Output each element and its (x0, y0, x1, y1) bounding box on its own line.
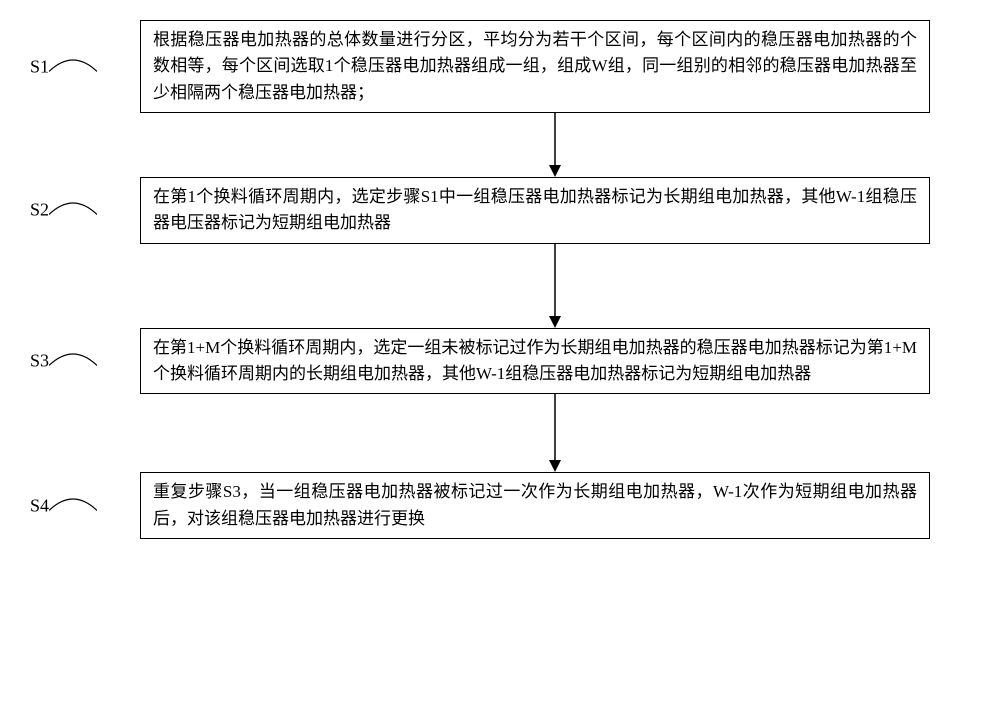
step-label-s3: S3 (30, 351, 49, 372)
step-label-s1: S1 (30, 56, 49, 77)
flow-step: S2 在第1个换料循环周期内，选定步骤S1中一组稳压器电加热器标记为长期组电加热… (30, 177, 970, 244)
flow-arrow (30, 394, 970, 472)
step-text: 重复步骤S3，当一组稳压器电加热器被标记过一次作为长期组电加热器，W-1次作为短… (153, 482, 917, 527)
connector-curve-icon (49, 495, 97, 525)
step-box-s4: 重复步骤S3，当一组稳压器电加热器被标记过一次作为长期组电加热器，W-1次作为短… (140, 472, 930, 539)
flow-step: S4 重复步骤S3，当一组稳压器电加热器被标记过一次作为长期组电加热器，W-1次… (30, 472, 970, 539)
step-text: 根据稳压器电加热器的总体数量进行分区，平均分为若干个区间，每个区间内的稳压器电加… (153, 30, 917, 102)
step-text: 在第1+M个换料循环周期内，选定一组未被标记过作为长期组电加热器的稳压器电加热器… (153, 338, 917, 383)
flow-arrow (30, 113, 970, 177)
flow-arrow (30, 244, 970, 328)
step-text: 在第1个换料循环周期内，选定步骤S1中一组稳压器电加热器标记为长期组电加热器，其… (153, 187, 917, 232)
step-box-s3: 在第1+M个换料循环周期内，选定一组未被标记过作为长期组电加热器的稳压器电加热器… (140, 328, 930, 395)
connector-curve-icon (49, 56, 97, 86)
arrow-down-icon (545, 113, 565, 177)
step-id: S2 (30, 200, 49, 220)
step-label-s2: S2 (30, 200, 49, 221)
flow-step: S1 根据稳压器电加热器的总体数量进行分区，平均分为若干个区间，每个区间内的稳压… (30, 20, 970, 113)
step-id: S3 (30, 351, 49, 371)
connector-curve-icon (49, 200, 97, 230)
step-box-s1: 根据稳压器电加热器的总体数量进行分区，平均分为若干个区间，每个区间内的稳压器电加… (140, 20, 930, 113)
flowchart-container: S1 根据稳压器电加热器的总体数量进行分区，平均分为若干个区间，每个区间内的稳压… (30, 20, 970, 539)
step-label-s4: S4 (30, 495, 49, 516)
flow-step: S3 在第1+M个换料循环周期内，选定一组未被标记过作为长期组电加热器的稳压器电… (30, 328, 970, 395)
step-box-s2: 在第1个换料循环周期内，选定步骤S1中一组稳压器电加热器标记为长期组电加热器，其… (140, 177, 930, 244)
step-id: S4 (30, 495, 49, 515)
step-id: S1 (30, 56, 49, 76)
arrow-down-icon (545, 394, 565, 472)
arrow-down-icon (545, 244, 565, 328)
connector-curve-icon (49, 351, 97, 381)
